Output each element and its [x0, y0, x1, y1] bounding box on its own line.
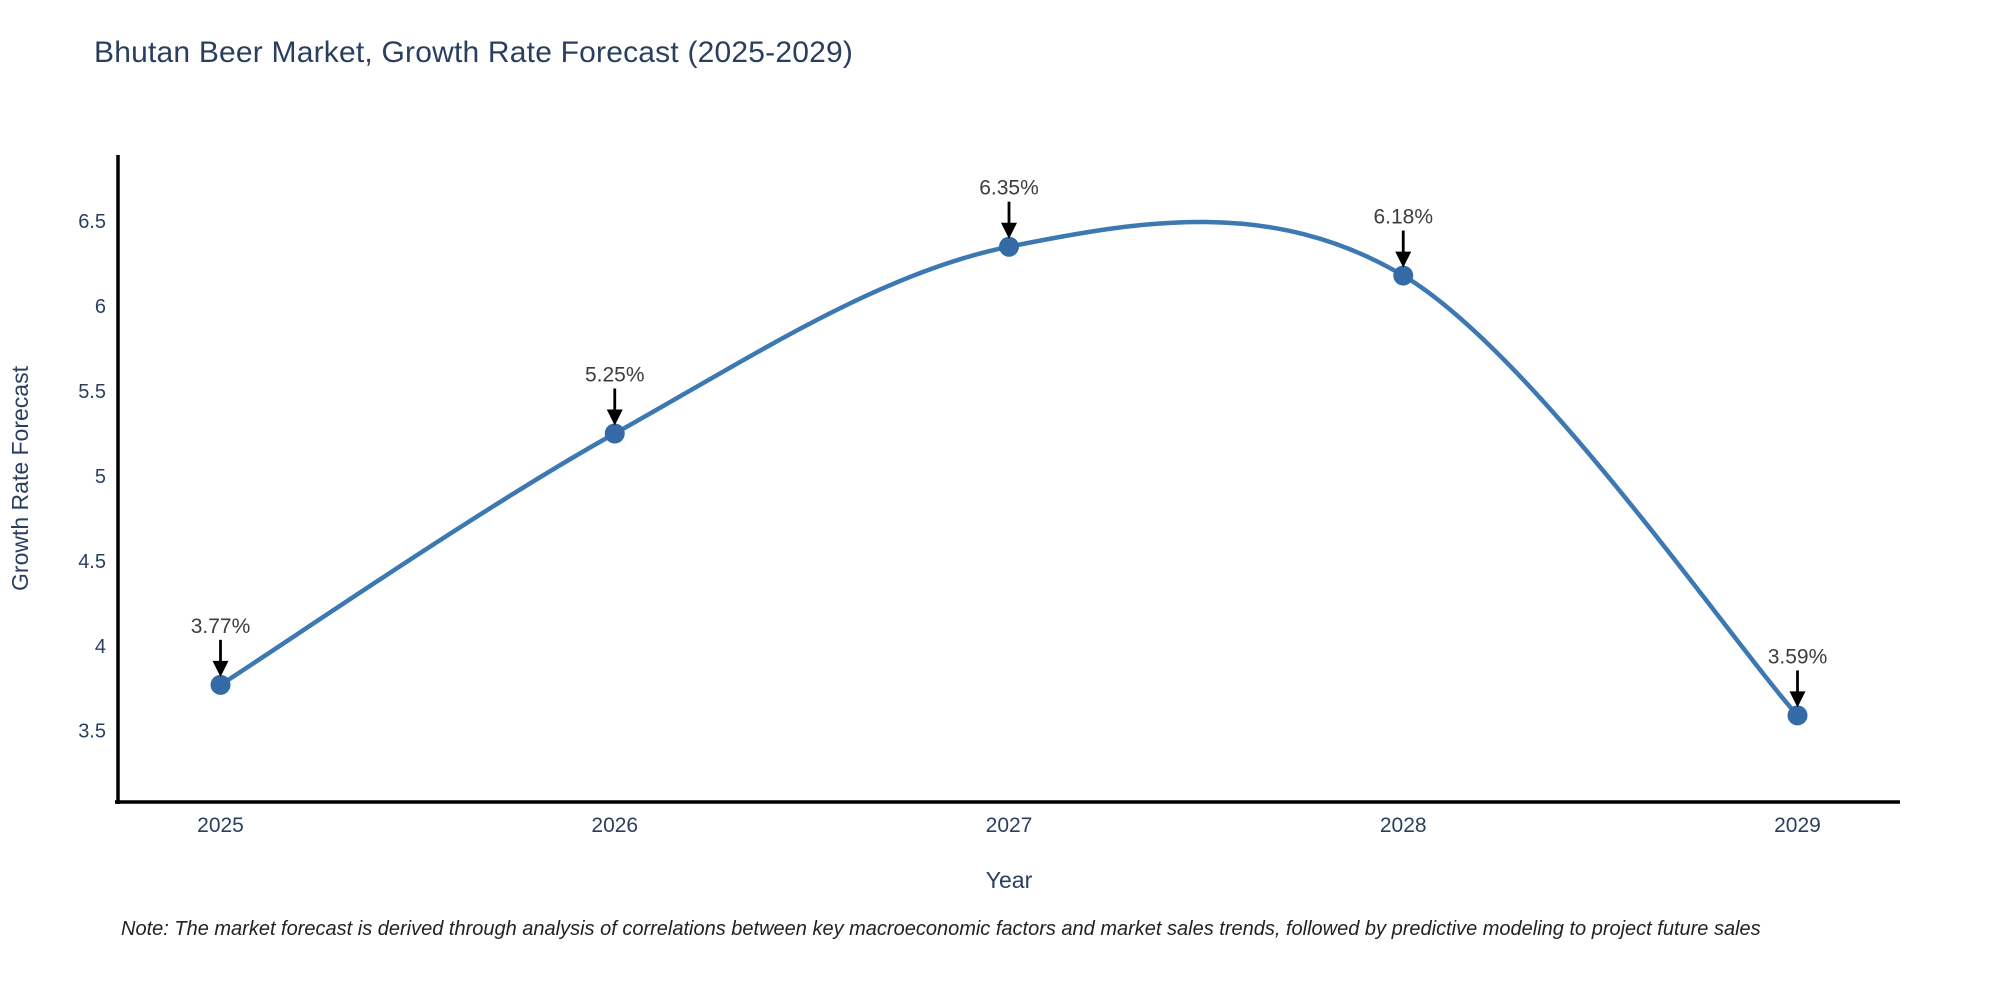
- data-point-marker[interactable]: [1393, 265, 1414, 286]
- data-point-marker[interactable]: [1787, 705, 1808, 726]
- chart-title: Bhutan Beer Market, Growth Rate Forecast…: [94, 36, 854, 69]
- point-annotation-label: 3.77%: [191, 615, 251, 638]
- annotation-arrowhead-icon: [606, 409, 623, 426]
- annotation-arrowhead-icon: [1395, 251, 1412, 268]
- y-tick-label: 6.5: [78, 211, 106, 233]
- x-tick-label: 2029: [1774, 814, 1821, 837]
- y-tick-label: 4.5: [78, 551, 106, 573]
- annotation-arrowhead-icon: [212, 660, 229, 677]
- y-tick-label: 5: [95, 466, 106, 488]
- data-point-marker[interactable]: [210, 674, 231, 695]
- x-tick-label: 2025: [197, 814, 244, 837]
- y-tick-label: 5.5: [78, 381, 106, 403]
- point-annotation-label: 6.18%: [1373, 206, 1433, 229]
- trend-line: [218, 219, 1800, 718]
- footnote: Note: The market forecast is derived thr…: [121, 918, 1761, 940]
- point-annotation-label: 3.59%: [1768, 645, 1828, 668]
- x-tick-label: 2026: [591, 814, 638, 837]
- data-point-marker[interactable]: [999, 236, 1019, 257]
- x-tick-label: 2027: [986, 814, 1033, 837]
- y-tick-label: 4: [95, 636, 106, 658]
- y-tick-label: 3.5: [78, 721, 106, 743]
- annotation-arrowhead-icon: [1001, 222, 1017, 239]
- x-tick-label: 2028: [1380, 814, 1427, 837]
- point-annotation-label: 5.25%: [585, 363, 645, 386]
- y-axis-title: Growth Rate Forecast: [7, 365, 33, 591]
- annotation-arrowhead-icon: [1789, 691, 1806, 708]
- data-point-marker[interactable]: [604, 423, 625, 444]
- point-annotation-label: 6.35%: [979, 177, 1039, 200]
- x-axis-title: Year: [986, 867, 1033, 893]
- y-tick-label: 6: [95, 296, 106, 318]
